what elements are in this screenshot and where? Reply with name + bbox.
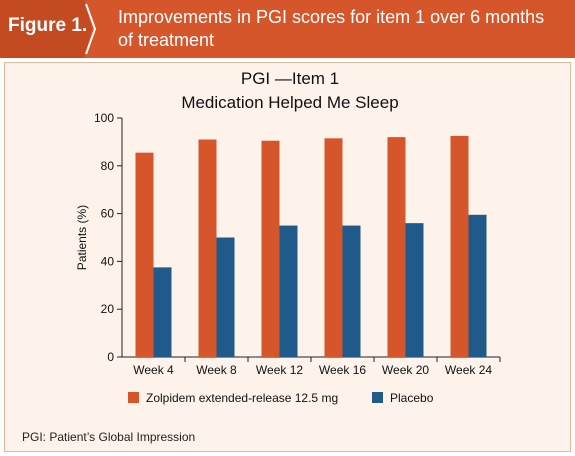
bar-zolpidem <box>324 138 343 357</box>
figure-label: Figure 1. <box>8 15 88 36</box>
x-tick-label: Week 16 <box>319 363 366 377</box>
bar-placebo <box>405 223 424 357</box>
bar-zolpidem <box>135 152 154 357</box>
legend-swatch <box>372 392 383 403</box>
bar-placebo <box>279 225 298 357</box>
y-tick-label: 100 <box>94 111 114 125</box>
chart-title-line: Medication Helped Me Sleep <box>181 93 398 112</box>
y-axis-label: Patients (%) <box>75 205 89 270</box>
x-tick-label: Week 4 <box>133 363 174 377</box>
footnote: PGI: Patient’s Global Impression <box>22 430 196 444</box>
y-tick-label: 60 <box>101 207 115 221</box>
bar-placebo <box>216 237 235 357</box>
y-tick-label: 80 <box>101 159 115 173</box>
bar-zolpidem <box>387 137 406 357</box>
figure-header: Figure 1. Improvements in PGI scores for… <box>0 0 575 58</box>
chart-title-line: PGI —Item 1 <box>241 69 339 88</box>
bar-zolpidem <box>198 139 217 357</box>
y-tick-label: 20 <box>101 302 115 316</box>
x-tick-label: Week 8 <box>196 363 237 377</box>
figure-title: Improvements in PGI scores for item 1 ov… <box>118 7 545 50</box>
legend-swatch <box>128 392 139 403</box>
y-tick-label: 40 <box>101 254 115 268</box>
bar-placebo <box>153 267 172 357</box>
bar-zolpidem <box>450 135 469 357</box>
bar-zolpidem <box>261 140 280 357</box>
legend-label: Placebo <box>390 391 434 405</box>
bar-placebo <box>468 214 487 357</box>
legend-label: Zolpidem extended-release 12.5 mg <box>146 391 338 405</box>
y-tick-label: 0 <box>107 350 114 364</box>
figure-tab <box>0 0 97 58</box>
x-tick-label: Week 24 <box>445 363 492 377</box>
x-tick-label: Week 12 <box>256 363 303 377</box>
bar-placebo <box>342 225 361 357</box>
x-tick-label: Week 20 <box>382 363 429 377</box>
